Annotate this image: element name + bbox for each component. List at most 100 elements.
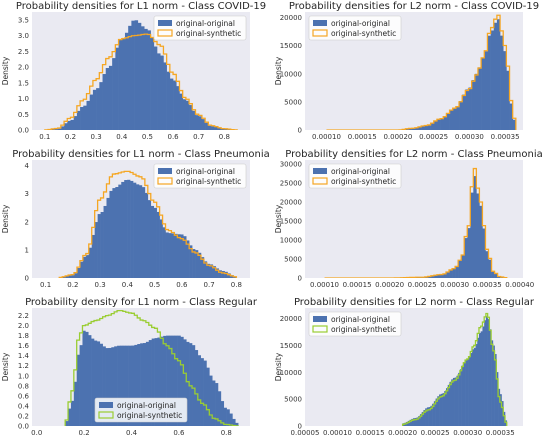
- histogram-bar: [468, 357, 471, 426]
- histogram-bar: [217, 391, 222, 426]
- legend-box: [94, 397, 188, 423]
- histogram-bar: [124, 32, 129, 130]
- y-tick-label: 0.5: [18, 111, 29, 119]
- histogram-bar: [189, 105, 193, 130]
- histogram-bar: [220, 401, 225, 426]
- marks: [324, 167, 508, 278]
- histogram-bar: [118, 184, 122, 278]
- histogram-bar: [197, 252, 202, 278]
- histogram-bar: [478, 332, 482, 426]
- y-tick-label: 0.0: [18, 127, 29, 135]
- y-tick-label: 10000: [280, 369, 302, 377]
- histogram-bar: [114, 346, 118, 426]
- histogram-bar: [171, 335, 176, 426]
- legend-label: original-original: [176, 167, 235, 176]
- histogram-bar: [96, 341, 101, 426]
- y-tick-label: 20000: [280, 198, 302, 206]
- histogram-bar: [472, 349, 475, 426]
- histogram-bar: [119, 345, 124, 426]
- y-tick-label: 0: [298, 127, 302, 135]
- x-tick-label: 0.5: [149, 281, 160, 289]
- histogram-bar: [131, 345, 135, 426]
- histogram-bar: [71, 275, 75, 278]
- step-outline: [324, 167, 508, 278]
- x-tick-label: 0.7: [204, 281, 215, 289]
- histogram-bar: [432, 403, 435, 426]
- histogram-bar: [209, 375, 213, 426]
- legend-label: original-synthetic: [117, 411, 182, 420]
- histogram-bar: [206, 367, 210, 426]
- chart-panel: Probability densities for L2 norm - Clas…: [274, 297, 535, 437]
- x-tick-label: 0.00015: [356, 429, 385, 437]
- histogram-bar: [452, 377, 455, 426]
- histogram-bar: [201, 119, 206, 130]
- histogram-bar: [130, 180, 134, 278]
- histogram-bar: [88, 335, 92, 426]
- histogram-bar: [466, 358, 469, 426]
- histogram-bar: [125, 345, 129, 426]
- histogram-bar: [76, 110, 81, 130]
- legend-swatch: [313, 20, 327, 26]
- y-tick-label: 2.0: [18, 322, 29, 330]
- histogram-bar: [477, 67, 482, 130]
- histogram-bar: [223, 407, 227, 426]
- histogram-bar: [192, 110, 196, 130]
- histogram-bar: [459, 369, 462, 426]
- histogram-bar: [482, 326, 485, 426]
- legend-label: original-synthetic: [176, 177, 241, 186]
- histogram-bar: [74, 273, 78, 278]
- histogram-bar: [485, 316, 488, 426]
- marks: [64, 309, 239, 426]
- legend-box: [153, 163, 247, 189]
- histogram-bar: [480, 331, 483, 426]
- chart-panel: Probability density for L1 norm - Class …: [1, 297, 258, 437]
- legend-box: [308, 15, 402, 41]
- x-tick-label: 0.00015: [348, 133, 377, 141]
- histogram-bar: [424, 125, 428, 130]
- histogram-bar: [169, 78, 174, 130]
- histogram-bar: [64, 123, 68, 130]
- histogram-bar: [86, 100, 91, 130]
- histogram-bar: [195, 115, 200, 130]
- histogram-bar: [413, 418, 416, 426]
- y-tick-label: 1.4: [18, 352, 30, 360]
- histogram-bar: [76, 354, 80, 426]
- histogram-bar: [442, 393, 445, 426]
- histogram-bar: [435, 398, 438, 426]
- histogram-bar: [162, 227, 166, 278]
- x-tick-label: 0.6: [167, 133, 179, 141]
- histogram-bar: [177, 234, 181, 278]
- histogram-bar: [462, 94, 466, 130]
- histogram-bar: [82, 256, 87, 278]
- legend-swatch: [312, 325, 328, 333]
- histogram-bar: [99, 82, 103, 130]
- histogram-bar: [235, 422, 239, 426]
- histogram-bar: [489, 329, 492, 426]
- histogram-bar: [200, 257, 205, 278]
- histogram-bar: [89, 94, 94, 130]
- x-tick-label: 0.8: [219, 133, 230, 141]
- histogram-bar: [436, 274, 441, 278]
- x-tick-label: 0.7: [193, 133, 204, 141]
- histogram-bar: [62, 276, 66, 278]
- y-tick-label: 15000: [280, 42, 302, 50]
- y-tick-label: 0.6: [18, 392, 30, 400]
- histogram-bar: [144, 28, 148, 130]
- histogram-bar: [461, 255, 465, 278]
- marks: [326, 14, 517, 130]
- histogram-bar: [153, 207, 157, 278]
- histogram-bar: [452, 107, 457, 130]
- histogram-bar: [166, 335, 170, 426]
- histogram-bar: [189, 343, 193, 426]
- histogram-bar: [447, 384, 450, 426]
- legend-label: original-original: [117, 401, 176, 410]
- histogram-bar: [465, 89, 469, 130]
- histogram-bar: [160, 336, 164, 426]
- y-tick-label: 2.2: [18, 312, 29, 320]
- histogram-bar: [194, 350, 199, 426]
- histogram-bar: [83, 105, 87, 130]
- histogram-bar: [425, 408, 428, 426]
- y-tick-label: 3.0: [18, 32, 29, 40]
